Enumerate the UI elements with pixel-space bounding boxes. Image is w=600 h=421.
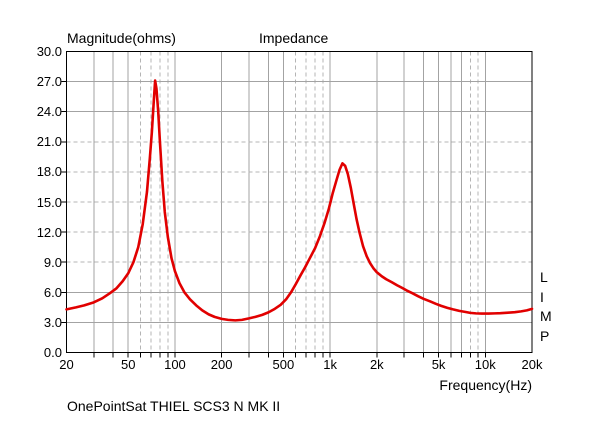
- x-tick-label: 20: [59, 357, 74, 372]
- x-tick-label: 100: [164, 357, 186, 372]
- limp-watermark-letter: L: [540, 269, 548, 285]
- x-tick-label: 20k: [521, 357, 543, 372]
- x-tick-label: 50: [121, 357, 136, 372]
- impedance-curve: [65, 79, 534, 322]
- y-tick-label: 24.0: [36, 104, 62, 120]
- x-tick-label: 200: [210, 357, 233, 372]
- footer-caption: OnePointSat THIEL SCS3 N MK II: [67, 398, 281, 414]
- y-tick-label: 30.0: [36, 44, 62, 59]
- x-tick-label: 500: [272, 357, 295, 372]
- y-tick-label: 21.0: [36, 134, 62, 150]
- y-tick-label: 15.0: [36, 194, 62, 210]
- plot-border: [66, 51, 533, 353]
- limp-watermark-letter: P: [540, 328, 550, 345]
- x-tick-label: 1k: [323, 357, 337, 372]
- y-tick-label: 9.0: [43, 254, 62, 270]
- y-axis-title: Magnitude(ohms): [67, 30, 176, 46]
- limp-watermark-letter: M: [540, 308, 552, 325]
- y-tick-label: 3.0: [43, 314, 62, 330]
- x-axis-title: Frequency(Hz): [439, 377, 532, 393]
- y-tick-label: 6.0: [43, 284, 62, 300]
- x-tick-label: 10k: [474, 357, 496, 372]
- x-tick-label: 5k: [431, 357, 446, 372]
- x-tick-label: 2k: [369, 357, 384, 372]
- y-tick-label: 27.0: [36, 74, 62, 90]
- y-tick-label: 0.0: [43, 345, 62, 360]
- limp-watermark-letter: I: [540, 288, 544, 305]
- y-tick-label: 18.0: [36, 164, 62, 180]
- y-tick-label: 12.0: [36, 224, 62, 240]
- chart-title: Impedance: [259, 30, 329, 46]
